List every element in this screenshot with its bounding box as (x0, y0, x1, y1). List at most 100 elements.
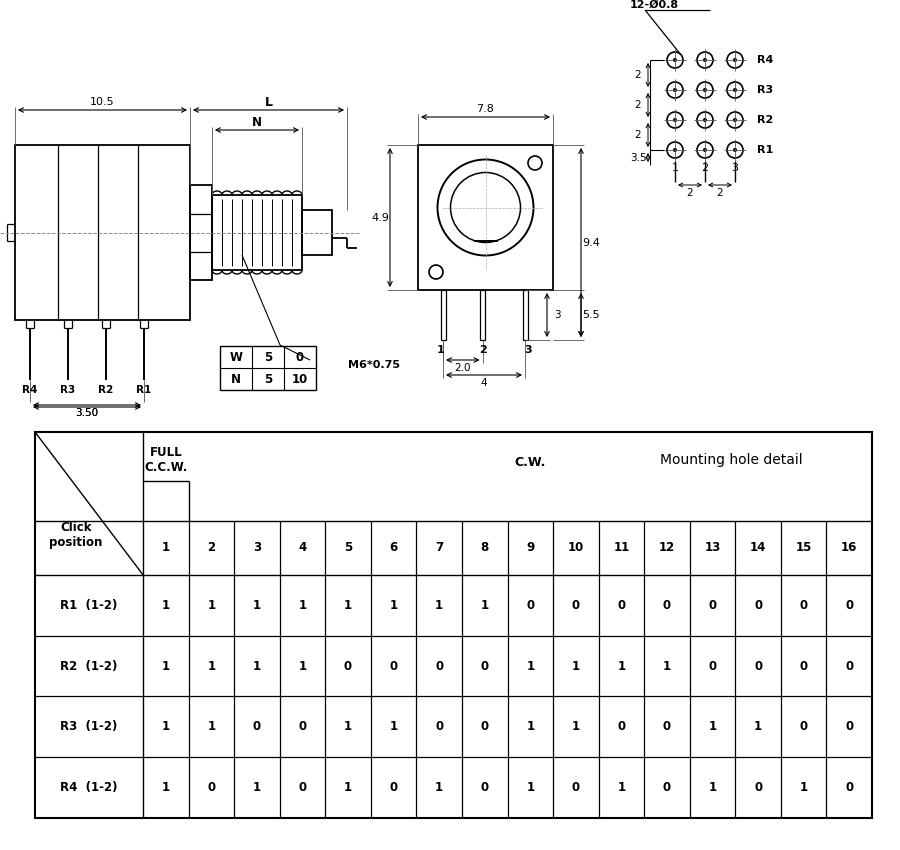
Circle shape (673, 88, 677, 92)
Text: 1: 1 (526, 781, 535, 794)
Text: N: N (252, 116, 262, 128)
Text: 10: 10 (292, 372, 308, 386)
Circle shape (673, 149, 677, 151)
Circle shape (734, 149, 736, 151)
Text: 1: 1 (617, 781, 626, 794)
Circle shape (704, 88, 707, 92)
Text: 0: 0 (526, 598, 535, 612)
Text: 0: 0 (481, 720, 489, 734)
Text: 0: 0 (845, 660, 853, 672)
Text: 0: 0 (435, 660, 443, 672)
Text: 1: 1 (253, 660, 261, 672)
Text: 0: 0 (754, 781, 762, 794)
Text: 0: 0 (663, 781, 671, 794)
Text: Mounting hole detail: Mounting hole detail (660, 453, 803, 467)
Text: 0: 0 (799, 598, 807, 612)
Circle shape (734, 59, 736, 61)
Text: 0: 0 (845, 720, 853, 734)
Text: 2: 2 (687, 188, 693, 198)
Text: 2.0: 2.0 (454, 363, 471, 373)
Text: 0: 0 (390, 660, 398, 672)
Text: 13: 13 (705, 541, 721, 554)
Text: 5: 5 (264, 350, 272, 364)
Text: 1: 1 (435, 598, 443, 612)
Text: 0: 0 (344, 660, 352, 672)
Text: R1: R1 (137, 385, 151, 395)
Text: 7.8: 7.8 (477, 104, 494, 114)
Text: C.W.: C.W. (515, 456, 546, 469)
Text: 1: 1 (207, 598, 215, 612)
Text: R2: R2 (98, 385, 113, 395)
Text: W: W (230, 350, 242, 364)
Text: 1: 1 (708, 781, 716, 794)
Text: 0: 0 (299, 781, 307, 794)
Text: 1: 1 (344, 598, 352, 612)
Text: 2: 2 (634, 100, 642, 110)
Text: 1: 1 (207, 720, 215, 734)
Text: 8: 8 (481, 541, 489, 554)
Text: 0: 0 (663, 598, 671, 612)
Text: 6: 6 (390, 541, 398, 554)
Text: 0: 0 (299, 720, 307, 734)
Text: 1: 1 (390, 598, 398, 612)
Text: 16: 16 (841, 541, 858, 554)
Text: 5: 5 (264, 372, 272, 386)
Text: R2  (1-2): R2 (1-2) (60, 660, 118, 672)
Text: 1: 1 (253, 598, 261, 612)
Text: 0: 0 (754, 598, 762, 612)
Circle shape (673, 118, 677, 122)
Text: R4  (1-2): R4 (1-2) (60, 781, 118, 794)
Text: 1: 1 (299, 598, 307, 612)
Text: 0: 0 (799, 660, 807, 672)
Text: 1: 1 (754, 720, 762, 734)
Bar (190, 185, 212, 280)
Circle shape (704, 149, 707, 151)
Circle shape (704, 59, 707, 61)
Text: R4: R4 (757, 55, 773, 65)
Text: 0: 0 (708, 660, 716, 672)
Text: 1: 1 (299, 660, 307, 672)
Text: 0: 0 (253, 720, 261, 734)
Bar (212, 195, 302, 270)
Text: 0: 0 (481, 781, 489, 794)
Text: 10: 10 (568, 541, 584, 554)
Text: 1: 1 (572, 720, 580, 734)
Text: 4: 4 (481, 378, 487, 388)
Text: 3.50: 3.50 (76, 408, 99, 418)
Text: 1: 1 (162, 598, 170, 612)
Bar (220, 346, 316, 390)
Text: 0: 0 (708, 598, 716, 612)
Text: 12-Ø0.8: 12-Ø0.8 (630, 0, 680, 10)
Text: 4: 4 (298, 541, 307, 554)
Text: 3.5: 3.5 (630, 152, 646, 162)
Bar (15, 145, 190, 320)
Text: 0: 0 (617, 598, 626, 612)
Text: 2: 2 (716, 188, 724, 198)
Text: 9: 9 (526, 541, 535, 554)
Text: 3: 3 (524, 345, 532, 355)
Bar (523, 290, 527, 340)
Text: 1: 1 (526, 720, 535, 734)
Text: 1: 1 (390, 720, 398, 734)
Text: 1: 1 (344, 720, 352, 734)
Text: 11: 11 (613, 541, 629, 554)
Text: Click
position: Click position (50, 521, 103, 549)
Text: 1: 1 (481, 598, 489, 612)
Text: R1  (1-2): R1 (1-2) (60, 598, 118, 612)
Text: L: L (265, 95, 273, 109)
Text: 1: 1 (437, 345, 445, 355)
Text: 0: 0 (845, 598, 853, 612)
Circle shape (734, 118, 736, 122)
Text: 2: 2 (701, 163, 708, 173)
Text: 3: 3 (732, 163, 739, 173)
Text: 0: 0 (390, 781, 398, 794)
Text: 0: 0 (296, 350, 304, 364)
Text: 0: 0 (845, 781, 853, 794)
Text: 5: 5 (344, 541, 352, 554)
Bar (440, 290, 445, 340)
Text: FULL
C.C.W.: FULL C.C.W. (144, 446, 187, 474)
Text: 0: 0 (754, 660, 762, 672)
Text: R1: R1 (757, 145, 773, 155)
Circle shape (673, 59, 677, 61)
Text: 2: 2 (634, 130, 642, 140)
